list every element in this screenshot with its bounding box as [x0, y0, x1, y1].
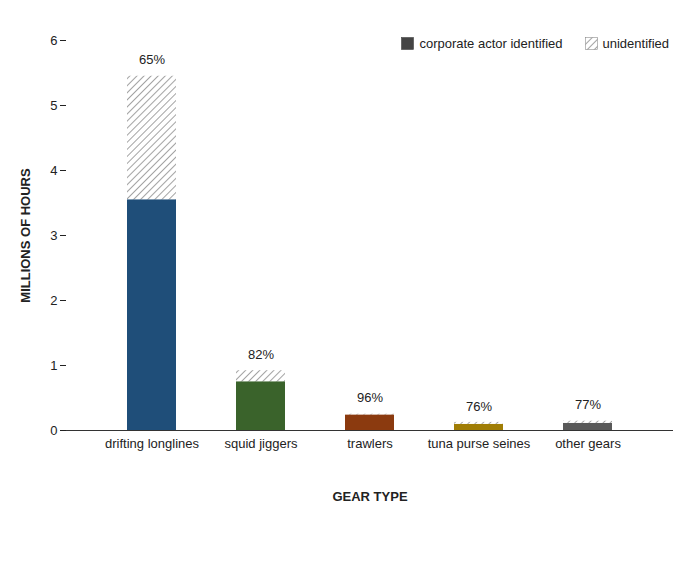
- svg-text:76%76: 76%76: [466, 399, 492, 414]
- html-text:unidentified: unidentified: [602, 36, 669, 51]
- svg-text:6: 6: [50, 33, 57, 48]
- svg-text:squid jiggers: squid jiggers: [225, 436, 298, 451]
- svg-text:MILLIONS OF HOURS: MILLIONS OF HOURS: [18, 168, 33, 303]
- svg-text:77%77: 77%77: [575, 397, 601, 412]
- svg-text:3: 3: [50, 228, 57, 243]
- svg-text:4: 4: [50, 163, 57, 178]
- svg-text:GEAR TYPE: GEAR TYPE: [332, 489, 407, 504]
- svg-text:1: 1: [50, 358, 57, 373]
- svg-text:trawlers: trawlers: [347, 436, 393, 451]
- svg-text:65%65: 65%65: [139, 52, 165, 67]
- svg-text:5: 5: [50, 98, 57, 113]
- svg-text:82%82: 82%82: [248, 347, 274, 362]
- html-text:corporate actor identified: corporate actor identified: [419, 36, 563, 51]
- svg-text:2: 2: [50, 293, 57, 308]
- svg-text:tuna purse seines: tuna purse seines: [428, 436, 531, 451]
- svg-text:96%96: 96%96: [357, 390, 383, 405]
- svg-text:0: 0: [50, 423, 57, 438]
- svg-text:drifting longlines: drifting longlines: [105, 436, 199, 451]
- svg-text:other gears: other gears: [555, 436, 621, 451]
